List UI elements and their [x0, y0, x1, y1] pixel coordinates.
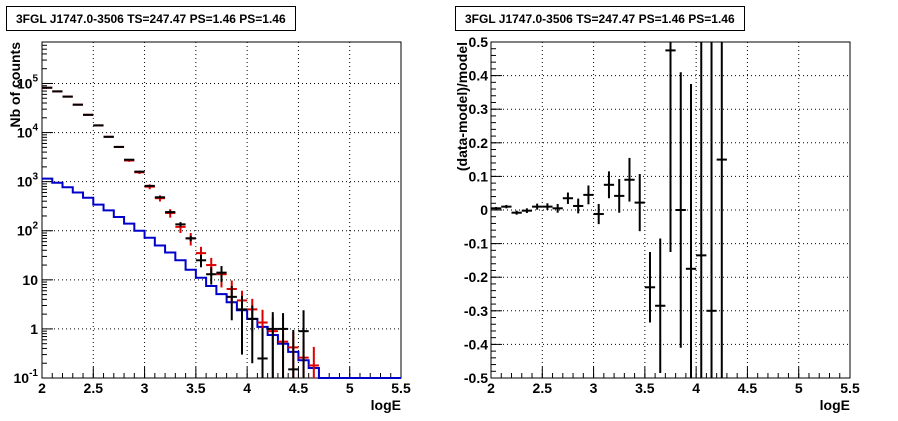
residual-point	[624, 157, 635, 202]
y-tick-label: 10-1	[14, 368, 39, 386]
residual-point	[542, 203, 553, 210]
y-tick-label: 103	[17, 172, 39, 190]
y-tick-label: 0.2	[469, 135, 489, 151]
x-axis-label: logE	[820, 397, 850, 413]
residual-point	[521, 208, 533, 214]
y-tick-label: 0	[480, 202, 488, 218]
y-tick-label: 0.4	[469, 68, 489, 84]
plot-frame	[41, 41, 402, 379]
data-point	[144, 184, 155, 187]
x-tick-label: 3	[590, 380, 598, 396]
y-tick-label: -0.5	[464, 370, 488, 386]
x-tick-label: 4	[692, 380, 700, 396]
y-tick-label: 102	[17, 221, 39, 239]
chart-title: 3FGL J1747.0-3506 TS=247.47 PS=1.46 PS=1…	[455, 6, 745, 31]
y-axis-label: Nb of counts	[7, 42, 23, 128]
x-tick-label: 4.5	[738, 380, 758, 396]
residual-point	[655, 238, 666, 373]
y-tick-label: 104	[17, 123, 39, 141]
data-point	[195, 255, 207, 268]
y-tick-label: -0.1	[464, 236, 488, 252]
data-point	[298, 310, 309, 378]
residual-point	[706, 42, 717, 378]
x-tick-label: 4.5	[289, 380, 309, 396]
residual-point	[675, 72, 686, 348]
y-tick-label: 0.5	[469, 34, 489, 50]
residual-point	[491, 206, 502, 210]
data-point	[288, 330, 299, 378]
residual-point	[562, 192, 574, 204]
data-point	[277, 313, 289, 378]
y-tick-label: -0.2	[464, 269, 488, 285]
y-tick-label: -0.4	[464, 336, 488, 352]
y-axis-label: (data-model)/model	[454, 42, 470, 171]
residual-point	[511, 210, 522, 215]
residual-point	[634, 174, 645, 232]
y-tick-label: 0.3	[469, 101, 489, 117]
residual-point	[552, 203, 563, 213]
y-tick-label: -0.3	[464, 303, 488, 319]
x-tick-label: 2.5	[84, 380, 104, 396]
data-point	[165, 210, 176, 214]
residual-point	[696, 42, 707, 378]
data-point	[267, 312, 278, 378]
residual-point	[685, 84, 697, 378]
residual-point	[716, 42, 727, 378]
data-point	[185, 235, 196, 242]
y-tick-label: 0.1	[469, 168, 489, 184]
residual-point	[501, 204, 512, 209]
data-point	[257, 327, 268, 378]
x-tick-label: 2	[38, 380, 46, 396]
data-point	[103, 135, 114, 138]
residual-point	[614, 179, 625, 213]
x-tick-label: 2.5	[533, 380, 553, 396]
x-tick-label: 3.5	[635, 380, 655, 396]
data-point	[113, 145, 125, 148]
right-chart-panel: 2 2.5 3 3.5 4 4.5 5 5.5 logE -0.5 -0.4 -0.3 -0.2 -0.1…	[449, 0, 898, 421]
residual-point	[593, 203, 604, 225]
data-point	[226, 285, 237, 321]
residual-point	[532, 203, 543, 210]
y-tick-label: 105	[17, 73, 39, 91]
residual-point	[644, 252, 656, 323]
data-point	[216, 266, 227, 283]
data-point	[175, 222, 186, 227]
y-tick-label: 10	[22, 272, 38, 288]
model-point	[308, 346, 319, 378]
data-point	[236, 295, 248, 355]
data-point	[206, 267, 217, 285]
x-tick-label: 4	[243, 380, 251, 396]
residual-point	[573, 198, 584, 214]
residual-point	[665, 42, 676, 252]
x-tick-label: 2	[487, 380, 495, 396]
x-tick-label: 5	[346, 380, 354, 396]
left-chart-panel: 2 2.5 3 3.5 4 4.5 5 5.5 logE 10-1 1 10 102 103 104 105 N…	[6, 6, 411, 413]
x-axis-label: logE	[371, 397, 401, 413]
x-tick-label: 5.5	[840, 380, 860, 396]
data-point	[247, 305, 258, 364]
data-point	[134, 170, 145, 173]
y-tick-label: 1	[30, 321, 38, 337]
data-point	[154, 196, 166, 199]
x-tick-label: 3.5	[186, 380, 206, 396]
x-tick-label: 3	[141, 380, 149, 396]
residual-point	[603, 171, 615, 199]
x-tick-label: 5.5	[391, 380, 411, 396]
chart-title: 3FGL J1747.0-3506 TS=247.47 PS=1.46 PS=1…	[6, 6, 296, 31]
x-tick-label: 5	[795, 380, 803, 396]
data-point	[124, 158, 135, 161]
residual-point	[583, 185, 594, 205]
